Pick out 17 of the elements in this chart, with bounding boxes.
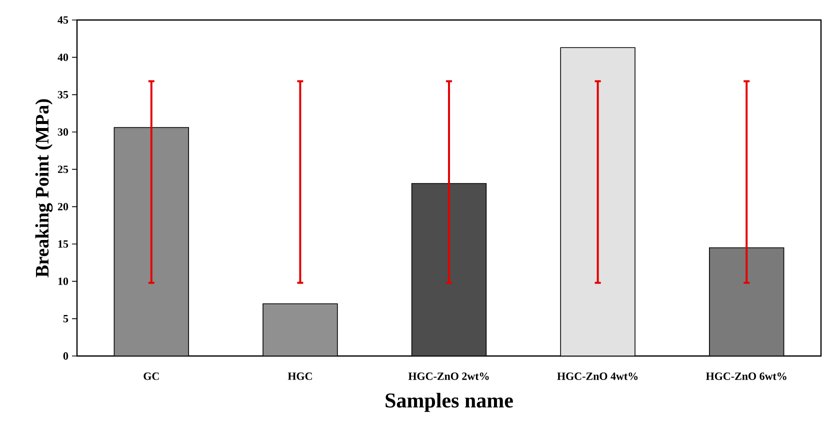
x-tick-label: HGC-ZnO 6wt% (706, 372, 786, 380)
x-axis-title: Samples name (386, 392, 513, 412)
y-axis-title: Breaking Point (MPa) (35, 99, 53, 278)
y-tick-label: 5 (63, 315, 68, 322)
y-tick-label: 40 (58, 54, 68, 62)
y-tick-label: 10 (58, 278, 68, 286)
y-tick-label: 15 (58, 240, 68, 248)
x-tick-label: HGC-ZnO 2wt% (408, 372, 489, 380)
y-tick-label: 35 (58, 90, 68, 98)
y-tick-label: 45 (58, 16, 68, 24)
x-tick-label: HGC-ZnO 4wt% (557, 372, 638, 380)
x-tick-label: GC (144, 372, 159, 380)
y-tick-label: 30 (58, 128, 68, 136)
x-tick-label: HGC (288, 372, 312, 380)
y-tick-label: 25 (58, 166, 68, 174)
y-tick-label: 20 (58, 202, 68, 210)
y-tick-label: 0 (63, 352, 68, 360)
